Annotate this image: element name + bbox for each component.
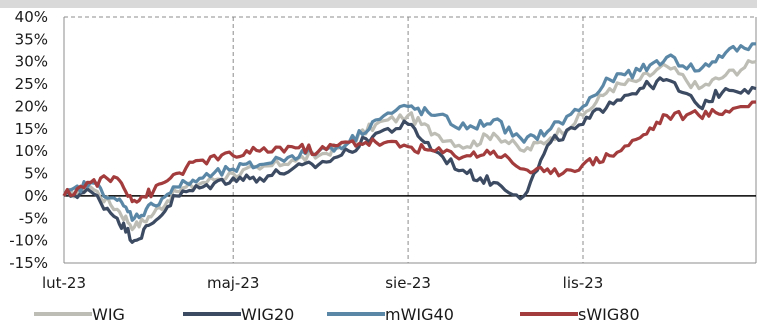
y-tick-label: 25% bbox=[15, 75, 48, 93]
chart-legend: WIG WIG20 mWIG40 sWIG80 bbox=[34, 305, 640, 322]
series-line bbox=[62, 42, 757, 222]
y-tick-label: 5% bbox=[24, 165, 48, 183]
y-axis-tick-labels: 40% 35% 30% 25% 20% 15% 10% 5% 0% -5% -10% -15% bbox=[9, 8, 48, 272]
series-line bbox=[62, 76, 757, 244]
x-tick-label: sie-23 bbox=[385, 274, 431, 292]
y-tick-label: 35% bbox=[15, 30, 48, 48]
series-line bbox=[62, 100, 757, 204]
legend-label: mWIG40 bbox=[385, 305, 454, 322]
chart-grid bbox=[63, 16, 757, 264]
x-tick-label: lut-23 bbox=[42, 274, 86, 292]
top-border-bar bbox=[0, 0, 757, 8]
y-tick-label: -10% bbox=[9, 232, 48, 250]
y-tick-label: 15% bbox=[15, 120, 48, 138]
x-tick-label: lis-23 bbox=[563, 274, 604, 292]
y-tick-label: 20% bbox=[15, 97, 48, 115]
x-axis-tick-labels: lut-23 maj-23 sie-23 lis-23 bbox=[42, 274, 603, 292]
y-tick-label: 10% bbox=[15, 142, 48, 160]
legend-label: WIG bbox=[92, 305, 125, 322]
y-tick-label: -5% bbox=[19, 209, 48, 227]
legend-label: WIG20 bbox=[241, 305, 294, 322]
y-tick-label: -15% bbox=[9, 254, 48, 272]
y-tick-label: 0% bbox=[24, 187, 48, 205]
y-tick-label: 30% bbox=[15, 53, 48, 71]
series-line bbox=[62, 59, 757, 232]
chart-series bbox=[62, 42, 757, 244]
legend-label: sWIG80 bbox=[578, 305, 640, 322]
y-tick-label: 40% bbox=[15, 8, 48, 26]
x-tick-label: maj-23 bbox=[207, 274, 259, 292]
